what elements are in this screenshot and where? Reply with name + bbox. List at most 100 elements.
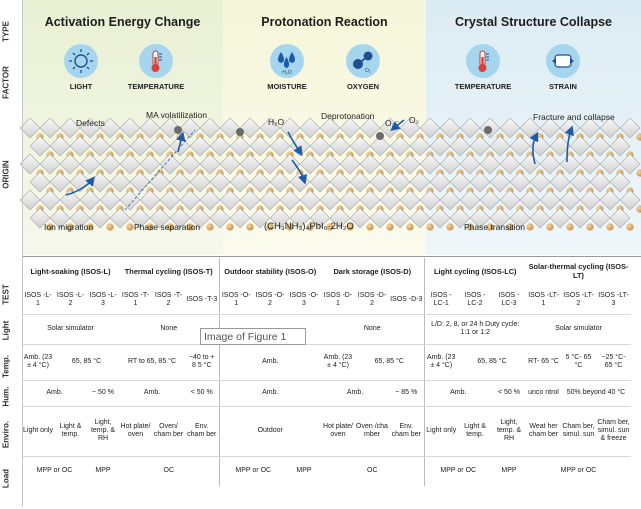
label-formula: (CH₃NH₃)₄PbI₆·2H₂O	[264, 221, 354, 232]
octahedron-162	[209, 207, 231, 229]
octahedron-182	[609, 207, 631, 229]
label-fracture-collapse: Fracture and collapse	[533, 112, 615, 122]
cation-165	[286, 223, 294, 231]
octahedron-19	[399, 117, 421, 139]
octahedron-177	[509, 207, 531, 229]
octahedron-104	[269, 171, 291, 193]
octahedron-76	[319, 153, 341, 175]
octahedron-36	[129, 135, 151, 157]
label-deprotonation: Deprotonation	[321, 111, 375, 121]
octahedron-99	[169, 171, 191, 193]
octahedron-26	[539, 117, 561, 139]
octahedron-43	[269, 135, 291, 157]
enviro-cell: Light, temp. & RH	[492, 406, 526, 457]
octahedron-14	[299, 117, 321, 139]
enviro-cell: Cham ber, simul. sun	[561, 406, 596, 457]
test-id: ISOS -D-3	[389, 286, 424, 315]
h2o-icon-text: H₂O	[282, 70, 292, 76]
cation-158	[146, 223, 154, 231]
octahedron-136	[299, 189, 321, 211]
octahedron-78	[359, 153, 381, 175]
octahedron-64	[79, 153, 101, 175]
cation-178	[546, 223, 554, 231]
octahedron-113	[449, 171, 471, 193]
octahedron-110	[389, 171, 411, 193]
octahedron-92	[29, 171, 51, 193]
octahedron-53	[469, 135, 491, 157]
cation-155	[86, 223, 94, 231]
load-cell: MPP or OC	[423, 456, 492, 486]
octahedron-165	[269, 207, 291, 229]
octahedron-138	[339, 189, 361, 211]
label-phase-transition: Phase transition	[464, 222, 525, 232]
temp-cell: Amb. (23 ± 4 °C)	[321, 344, 355, 381]
octahedron-47	[349, 135, 371, 157]
octahedron-122	[19, 189, 41, 211]
octahedron-148	[539, 189, 561, 211]
octahedron-66	[119, 153, 141, 175]
octahedron-34	[89, 135, 111, 157]
octahedron-116	[509, 171, 531, 193]
octahedron-73	[259, 153, 281, 175]
octahedron-91	[619, 153, 641, 175]
test-id: ISOS -LT-1	[526, 286, 561, 315]
temp-cell: RT to 65, 85 °C	[119, 344, 185, 381]
octahedron-2	[59, 117, 81, 139]
octahedron-179	[549, 207, 571, 229]
hum-cell: < 50 %	[492, 380, 526, 407]
octahedron-164	[249, 207, 271, 229]
octahedron-69	[179, 153, 201, 175]
strain-icon	[546, 44, 580, 78]
test-id: ISOS -L-3	[87, 286, 119, 315]
octahedron-74	[279, 153, 301, 175]
octahedron-145	[479, 189, 501, 211]
octahedron-168	[329, 207, 351, 229]
octahedron-114	[469, 171, 491, 193]
light-cell: L/D: 2, 8, or 24 h Duty cycle: 1:1 or 1:…	[423, 314, 526, 345]
octahedron-135	[279, 189, 301, 211]
cation-172	[426, 223, 434, 231]
water-drops-icon: H₂O	[270, 44, 304, 78]
vacancy-c	[484, 126, 492, 134]
cation-161	[206, 223, 214, 231]
octahedron-121	[609, 171, 631, 193]
enviro-cell: Cham ber, simul. sun & freeze	[596, 406, 631, 457]
load-cell: MPP	[501, 467, 517, 475]
octahedron-103	[249, 171, 271, 193]
oxygen-molecule-icon: O₂	[346, 44, 380, 78]
arrow-fracture-1	[529, 131, 539, 165]
octahedron-124	[59, 189, 81, 211]
test-id: ISOS -LC-2	[458, 286, 492, 315]
octahedron-16	[339, 117, 361, 139]
temp-cell: −40 to + 8 5 °C	[185, 344, 219, 381]
octahedron-88	[559, 153, 581, 175]
octahedron-32	[49, 135, 71, 157]
octahedron-90	[599, 153, 621, 175]
test-id: ISOS -LT-2	[561, 286, 596, 315]
enviro-cell: Hot plate/ oven	[321, 406, 355, 457]
label-h2o: H₂O	[268, 117, 285, 127]
cation-166	[306, 223, 314, 231]
group-solar-thermal: Solar-thermal cycling (ISOS-LT)	[528, 262, 629, 280]
octahedron-50	[409, 135, 431, 157]
octahedron-77	[339, 153, 361, 175]
cation-180	[586, 223, 594, 231]
octahedron-160	[169, 207, 191, 229]
group-light-soaking: Light-soaking (ISOS-L)	[30, 266, 111, 276]
group-thermal-cycling: Thermal cycling (ISOS-T)	[124, 266, 213, 276]
hum-cell: ~ 50 %	[87, 380, 119, 407]
octahedron-112	[429, 171, 451, 193]
cation-179	[566, 223, 574, 231]
octahedron-123	[39, 189, 61, 211]
octahedron-41	[229, 135, 251, 157]
octahedron-35	[109, 135, 131, 157]
octahedron-125	[79, 189, 101, 211]
octahedron-15	[319, 117, 341, 139]
arrow-fracture-2	[564, 125, 574, 163]
octahedron-115	[489, 171, 511, 193]
arrow-o2	[390, 119, 405, 131]
cation-163	[246, 223, 254, 231]
enviro-cell: Light, temp. & RH	[87, 406, 119, 457]
octahedron-37	[149, 135, 171, 157]
octahedron-150	[579, 189, 601, 211]
